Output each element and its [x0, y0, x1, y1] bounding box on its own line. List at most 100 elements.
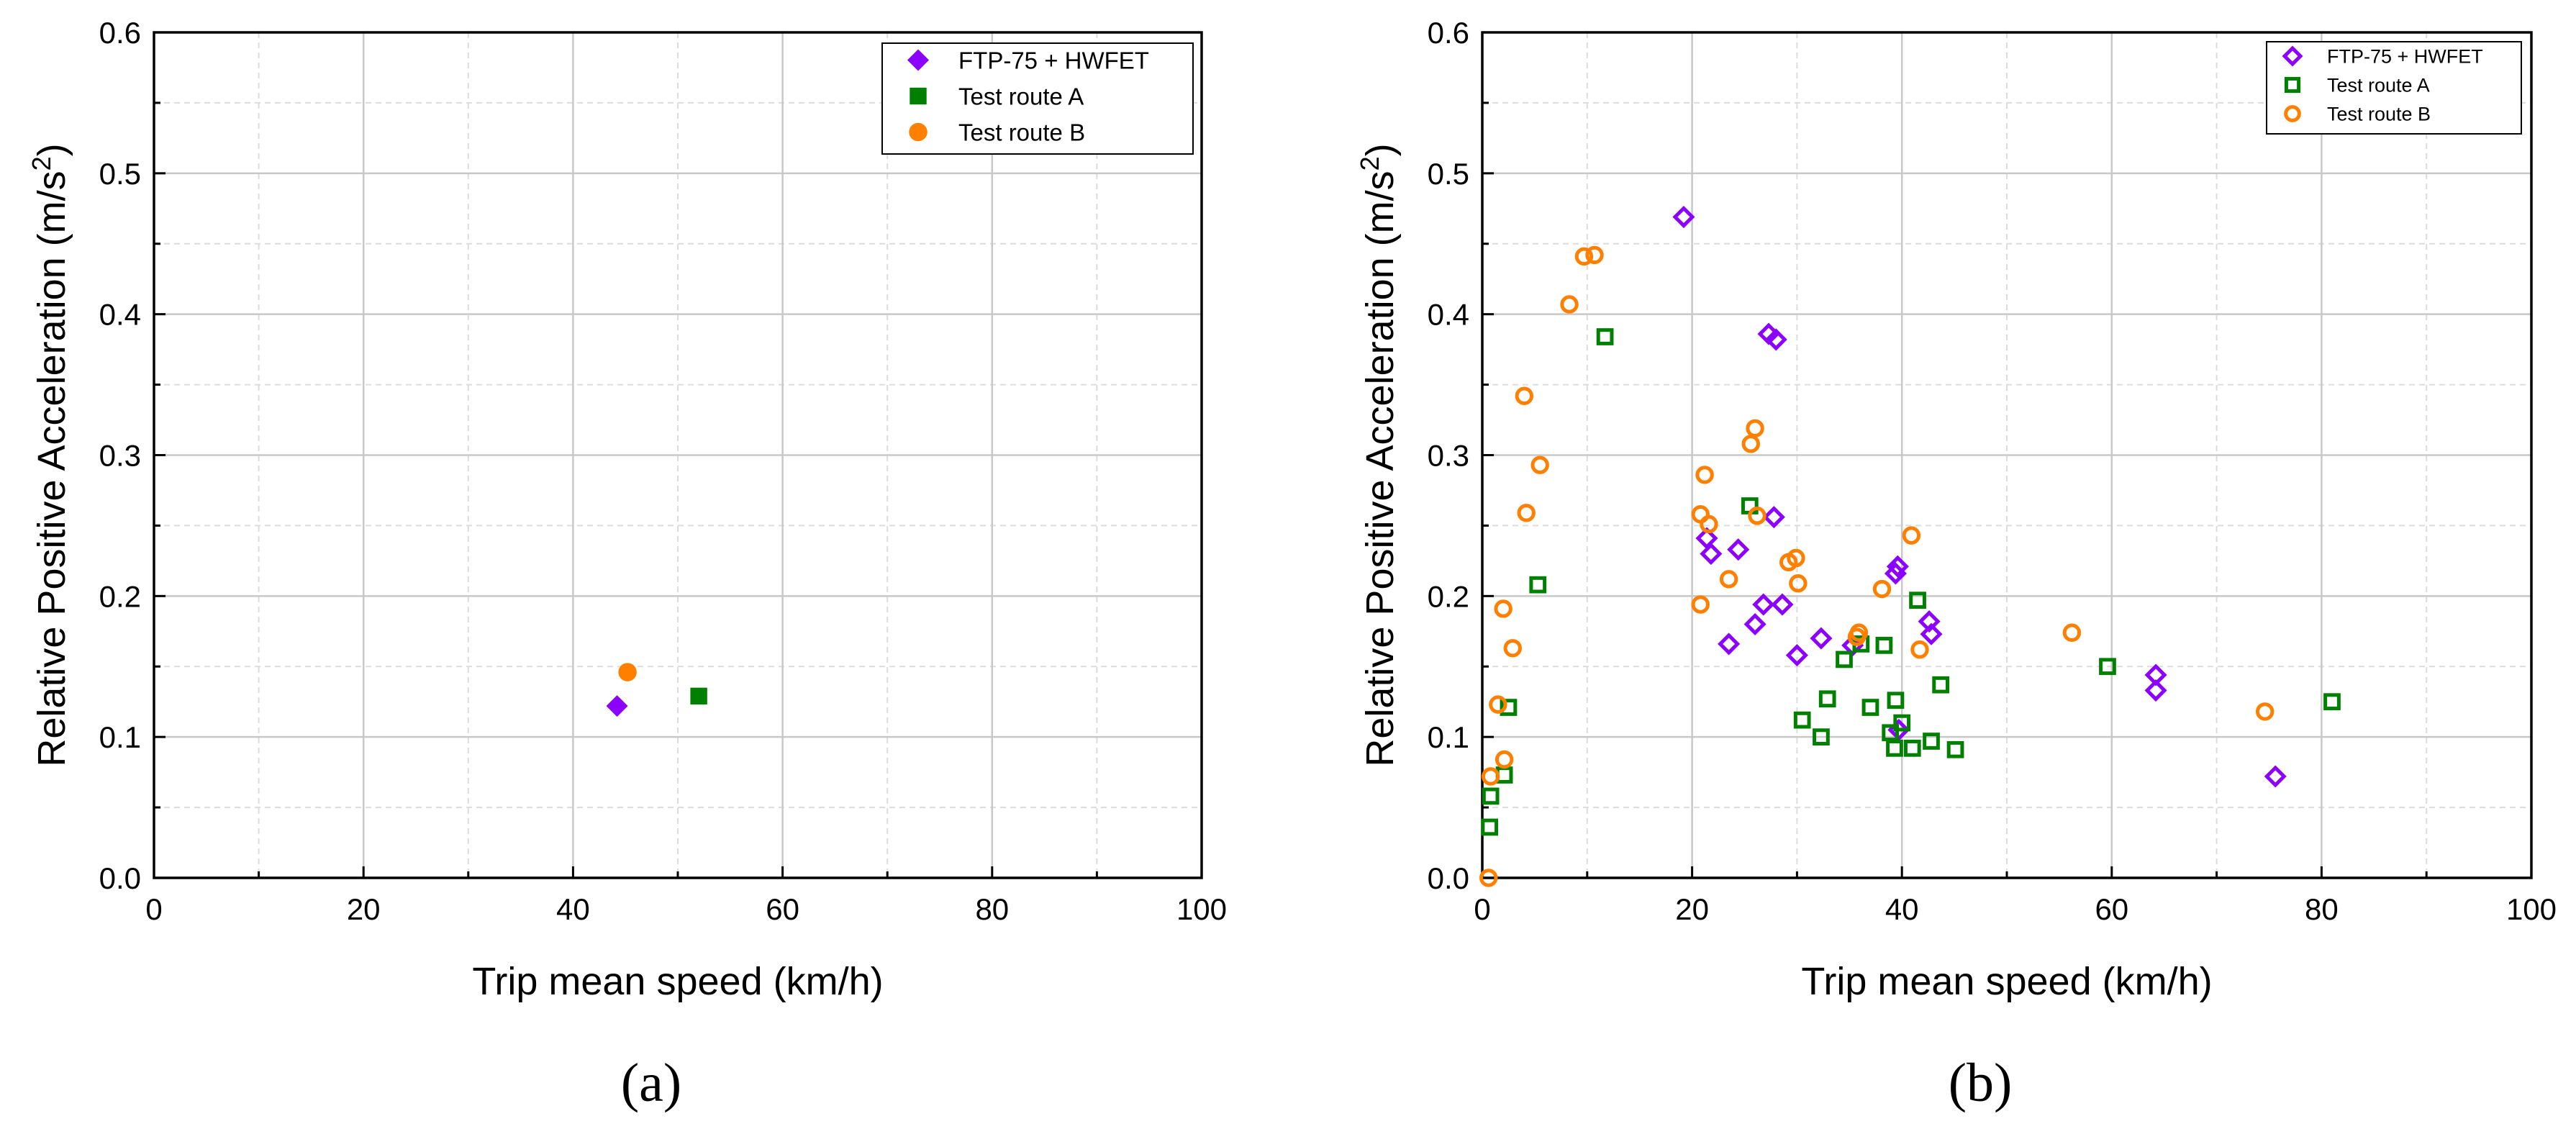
y-tick-label: 0.6	[1428, 16, 1469, 50]
minor-gridlines	[154, 32, 1202, 878]
x-tick-label: 60	[766, 892, 799, 926]
series-test-route-b	[1479, 245, 2275, 887]
data-point	[1813, 728, 1830, 746]
chart-b: 0 20 40 60 80 100 0.0 0.1 0.2 0.3 0.4 0.5 0.6 Trip me…	[1355, 16, 2557, 1113]
x-tick-label: 40	[556, 892, 590, 926]
data-point	[1818, 690, 1836, 708]
data-point	[1779, 553, 1798, 572]
x-tick-label: 20	[347, 892, 381, 926]
data-point	[606, 695, 628, 717]
y-tick-label: 0.2	[99, 579, 141, 613]
x-tick-label: 40	[1885, 892, 1919, 926]
legend: FTP-75 + HWFET Test route A Test route B	[2266, 41, 2522, 135]
axis-ticks	[1481, 31, 2533, 879]
data-point	[1515, 386, 1534, 405]
data-point	[1481, 818, 1499, 836]
y-tick-label: 0.5	[99, 157, 141, 191]
data-point	[1495, 750, 1514, 769]
y-axis-title: Relative Positive Acceleration (m/s2)	[1355, 143, 1402, 766]
y-tick-label: 0.0	[99, 861, 141, 895]
data-point	[1886, 739, 1903, 757]
data-point	[2255, 702, 2275, 721]
y-tick-label: 0.4	[1428, 298, 1469, 332]
legend-box	[2266, 41, 2522, 135]
data-point	[1482, 787, 1500, 805]
data-point	[1700, 514, 1718, 534]
data-point	[1923, 733, 1940, 750]
data-point	[1882, 724, 1900, 742]
y-tick-label: 0.2	[1428, 579, 1469, 613]
minor-gridlines	[1482, 32, 2531, 878]
major-gridlines	[1482, 32, 2531, 878]
y-tick-label: 0.1	[1428, 720, 1469, 754]
data-point	[1503, 639, 1522, 658]
y-axis-title: Relative Positive Acceleration (m/s2)	[27, 143, 73, 766]
data-point	[1847, 627, 1867, 646]
x-tick-label: 0	[1474, 892, 1490, 926]
data-point	[690, 687, 707, 705]
x-tick-label: 20	[1675, 892, 1709, 926]
data-point	[1741, 435, 1760, 453]
data-point	[1764, 328, 1787, 351]
data-point	[1743, 612, 1767, 636]
data-point	[2099, 658, 2116, 676]
legend-marker	[910, 87, 927, 105]
data-point	[1884, 562, 1907, 585]
data-point	[1691, 595, 1710, 614]
data-point	[1902, 526, 1921, 545]
y-axis-title-superscript: 2	[27, 156, 56, 171]
data-point	[2264, 765, 2287, 788]
data-point	[1946, 740, 1964, 758]
data-point	[1920, 622, 1943, 645]
y-tick-label: 0.0	[1428, 861, 1469, 895]
data-point	[1719, 570, 1738, 589]
y-tick-label: 0.5	[1428, 157, 1469, 191]
panel-caption: (b)	[1949, 1053, 2013, 1113]
data-point	[1903, 739, 1921, 757]
series-test-route-a	[690, 687, 707, 705]
y-axis-title-close: )	[1359, 143, 1402, 156]
chart-a: 0 20 40 60 80 100 0.0 0.1 0.2 0.3 0.4 0.5 0.6 Trip me…	[27, 16, 1227, 1113]
data-point	[1893, 714, 1911, 732]
x-tick-label: 80	[2305, 892, 2339, 926]
data-point	[1910, 640, 1929, 659]
data-point	[2323, 693, 2341, 711]
x-tick-label: 100	[1176, 892, 1227, 926]
data-point	[1752, 593, 1775, 616]
data-point	[1785, 644, 1808, 667]
series-test-route-b	[618, 663, 637, 681]
panel-caption: (a)	[621, 1053, 681, 1113]
y-axis-title-main: Relative Positive Acceleration (m/s	[30, 171, 73, 766]
data-point	[1517, 504, 1536, 522]
data-point	[1748, 507, 1767, 525]
x-tick-label: 80	[975, 892, 1009, 926]
data-point	[618, 663, 637, 681]
data-point	[1574, 247, 1594, 266]
legend-label: FTP-75 + HWFET	[2327, 46, 2483, 68]
data-point	[1810, 627, 1833, 650]
data-point	[1836, 650, 1853, 668]
data-point	[1875, 637, 1893, 654]
y-axis-title-main: Relative Positive Acceleration (m/s	[1359, 171, 1402, 766]
data-point	[1887, 692, 1905, 709]
x-tick-label: 100	[2506, 892, 2557, 926]
data-point	[1727, 538, 1750, 561]
data-point	[1932, 676, 1950, 694]
legend-label: Test route B	[958, 119, 1085, 145]
y-tick-label: 0.3	[99, 439, 141, 473]
x-axis-title: Trip mean speed (km/h)	[1801, 960, 2212, 1003]
data-point	[1489, 695, 1507, 714]
data-point	[1479, 869, 1498, 887]
legend-marker	[907, 49, 929, 71]
data-point	[1718, 632, 1741, 656]
x-tick-label: 60	[2095, 892, 2128, 926]
y-tick-label: 0.4	[99, 298, 141, 332]
data-point	[1872, 579, 1892, 599]
data-point	[1909, 591, 1926, 609]
data-point	[1886, 555, 1909, 578]
data-point	[1746, 419, 1764, 437]
data-point	[2062, 623, 2082, 642]
x-tick-label: 0	[145, 892, 162, 926]
y-tick-label: 0.6	[99, 16, 141, 50]
